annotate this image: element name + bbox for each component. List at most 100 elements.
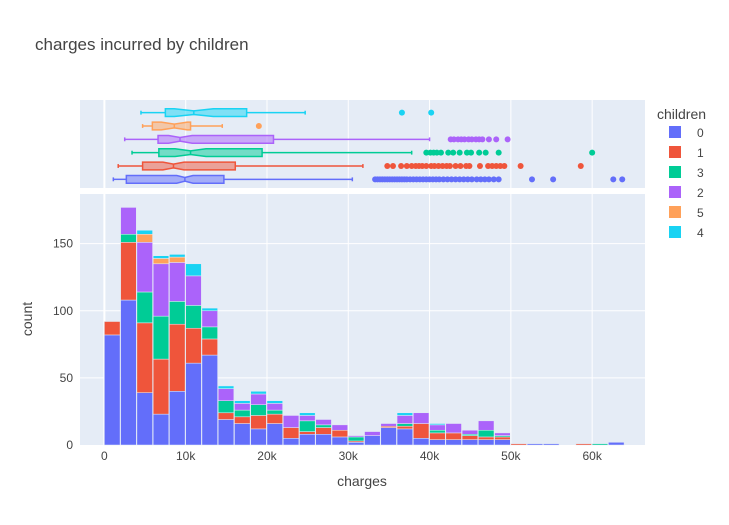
legend-item-4[interactable]: 4	[669, 226, 704, 240]
bar-children-3	[234, 409, 251, 418]
outlier-point	[466, 163, 473, 169]
legend-item-0[interactable]: 0	[669, 126, 704, 140]
bar-children-0	[494, 439, 511, 446]
bar-children-3	[315, 424, 332, 428]
bar-children-1	[136, 322, 153, 393]
axes: 0 10k 20k 30k 40k 50k 60k 0 50 100 150	[53, 237, 603, 463]
bar-children-2	[201, 310, 218, 328]
x-tick-label: 0	[101, 449, 108, 463]
legend-item-5[interactable]: 5	[669, 206, 704, 220]
bar-children-2	[315, 419, 332, 426]
bar-children-2	[445, 423, 462, 434]
bar-children-0	[136, 392, 153, 446]
bar-children-0	[380, 427, 397, 446]
bar-children-0	[234, 423, 251, 446]
outlier-point	[495, 149, 502, 156]
bar-children-5	[169, 256, 186, 263]
bar-children-2	[136, 242, 153, 293]
bar-children-4	[429, 423, 446, 426]
bar-children-2	[461, 429, 478, 435]
bar-children-0	[282, 438, 300, 446]
bar-children-4	[234, 400, 251, 404]
bar-children-0	[543, 443, 560, 446]
bar-children-2	[413, 412, 430, 424]
bar-children-1	[445, 432, 462, 440]
outlier-point	[577, 163, 584, 169]
bar-children-1	[217, 412, 235, 420]
bar-children-1	[152, 358, 170, 415]
x-axis-label: charges	[337, 473, 387, 489]
outlier-point	[452, 163, 459, 169]
bar-children-0	[429, 439, 446, 446]
outlier-point	[468, 149, 475, 156]
legend-item-2[interactable]: 2	[669, 186, 704, 200]
outlier-point	[495, 176, 502, 183]
outlier-point	[428, 109, 435, 116]
outlier-point	[619, 176, 626, 183]
outlier-point	[485, 176, 492, 183]
bar-children-2	[364, 431, 381, 436]
legend: children 0 1 3 2 5 4	[657, 106, 706, 240]
bar-children-1	[299, 431, 316, 435]
bar-children-2	[478, 420, 495, 431]
legend-swatch	[669, 166, 681, 178]
bar-children-4	[136, 229, 153, 235]
bar-children-1	[282, 427, 300, 439]
bar-children-1	[250, 415, 267, 430]
box-children-0	[112, 174, 626, 184]
bar-children-4	[169, 254, 186, 258]
bar-children-2	[217, 388, 235, 401]
outlier-point	[437, 149, 444, 156]
outlier-point	[517, 163, 524, 169]
bar-children-4	[217, 385, 235, 389]
bar-children-3	[120, 234, 137, 243]
outlier-point	[446, 163, 453, 169]
bar-children-1	[494, 436, 511, 440]
legend-item-1[interactable]: 1	[669, 146, 704, 160]
y-tick-label: 100	[53, 304, 73, 318]
outlier-point	[490, 176, 497, 183]
bar-children-3	[299, 420, 316, 432]
x-tick-label: 50k	[501, 449, 521, 463]
bar-children-4	[152, 255, 170, 259]
box-children-5	[141, 121, 262, 131]
bar-children-2	[396, 415, 413, 424]
y-tick-label: 150	[53, 237, 73, 251]
bar-children-1	[201, 338, 218, 356]
outlier-point	[457, 163, 464, 169]
bar-children-0	[315, 434, 332, 446]
bar-children-3	[201, 326, 218, 340]
box-children-3	[131, 148, 596, 158]
legend-swatch	[669, 226, 681, 238]
legend-label: 5	[697, 206, 704, 220]
bar-children-3	[429, 429, 446, 434]
legend-item-3[interactable]: 3	[669, 166, 704, 180]
bar-children-4	[299, 412, 316, 416]
bar-children-0	[445, 439, 462, 446]
bar-children-3	[591, 443, 609, 446]
bar-children-0	[461, 439, 478, 446]
bar-children-4	[201, 307, 218, 312]
bar-children-1	[104, 321, 121, 336]
outlier-point	[389, 163, 396, 169]
legend-label: 2	[697, 186, 704, 200]
histogram-bars	[104, 207, 625, 446]
bar-children-2	[120, 207, 137, 235]
bar-children-1	[234, 416, 251, 424]
bar-children-0	[608, 442, 625, 446]
outlier-point	[589, 149, 596, 156]
x-tick-label: 20k	[257, 449, 277, 463]
bar-children-0	[364, 435, 381, 446]
bar-children-2	[266, 403, 283, 411]
y-axis-label: count	[19, 302, 35, 336]
bar-children-1	[185, 327, 202, 364]
bar-children-4	[396, 412, 413, 416]
outlier-point	[384, 163, 391, 169]
legend-swatch	[669, 186, 681, 198]
bar-children-3	[152, 315, 170, 360]
bar-children-0	[169, 391, 186, 446]
outlier-point	[423, 163, 430, 169]
bar-children-0	[120, 299, 137, 446]
bar-children-5	[136, 234, 153, 243]
chart-title: charges incurred by children	[35, 35, 249, 54]
